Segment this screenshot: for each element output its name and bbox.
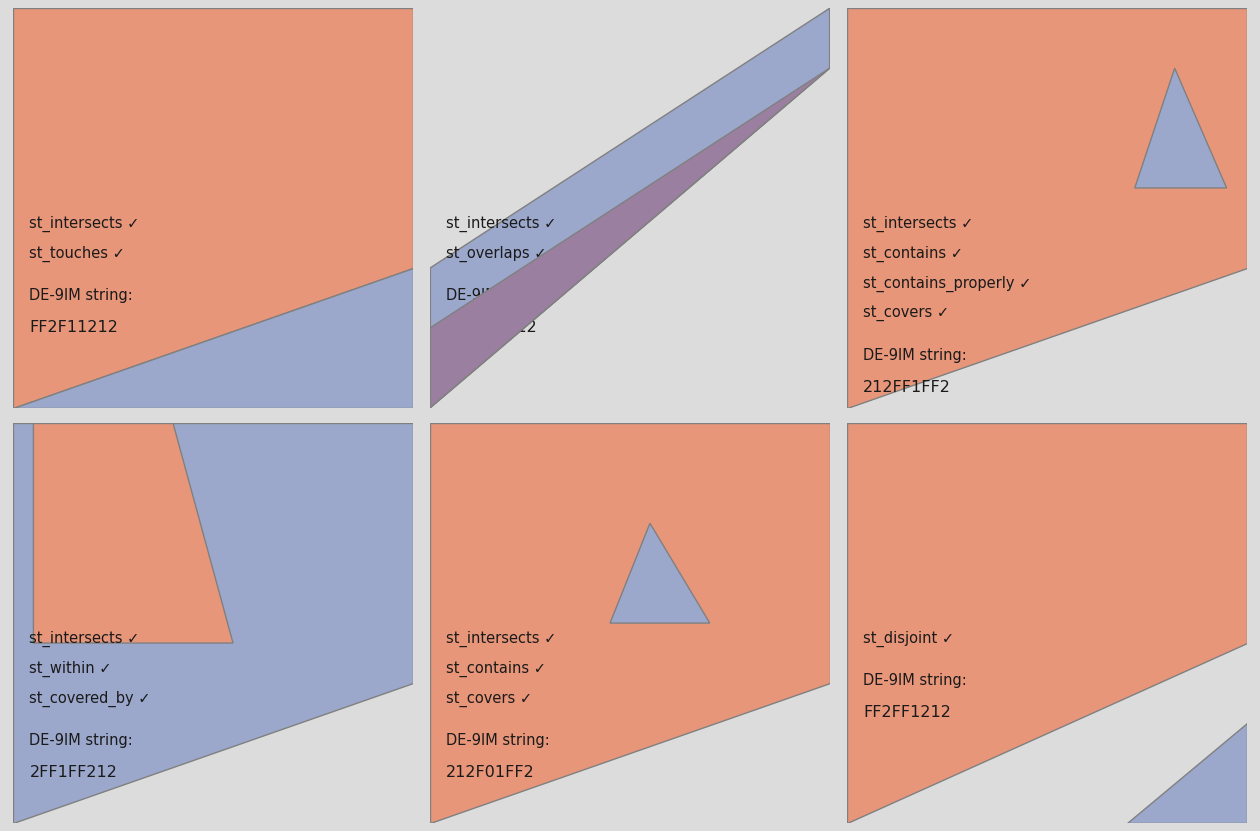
Polygon shape <box>847 8 1246 407</box>
Text: 2FF1FF212: 2FF1FF212 <box>29 765 117 779</box>
Text: DE-9IM string:: DE-9IM string: <box>863 673 968 688</box>
Text: DE-9IM string:: DE-9IM string: <box>29 288 134 302</box>
Text: st_intersects ✓: st_intersects ✓ <box>446 631 557 647</box>
Text: st_intersects ✓: st_intersects ✓ <box>446 216 557 232</box>
Polygon shape <box>14 268 413 407</box>
Text: FF2F11212: FF2F11212 <box>29 320 118 335</box>
Polygon shape <box>1126 723 1246 823</box>
Polygon shape <box>431 8 829 407</box>
Text: 212F01FF2: 212F01FF2 <box>446 765 536 779</box>
Polygon shape <box>431 8 829 407</box>
Text: st_touches ✓: st_touches ✓ <box>29 246 125 262</box>
Text: DE-9IM string:: DE-9IM string: <box>446 288 551 302</box>
Polygon shape <box>431 424 829 823</box>
Text: FF2FF1212: FF2FF1212 <box>863 705 951 720</box>
Polygon shape <box>610 524 709 623</box>
Text: DE-9IM string:: DE-9IM string: <box>446 733 551 748</box>
Polygon shape <box>14 8 413 407</box>
Text: st_contains ✓: st_contains ✓ <box>446 661 547 677</box>
Text: DE-9IM string:: DE-9IM string: <box>863 347 968 362</box>
Text: st_covered_by ✓: st_covered_by ✓ <box>29 691 151 707</box>
Text: st_disjoint ✓: st_disjoint ✓ <box>863 631 954 647</box>
Polygon shape <box>431 68 829 407</box>
Text: st_intersects ✓: st_intersects ✓ <box>29 631 140 647</box>
Text: st_intersects ✓: st_intersects ✓ <box>863 216 974 232</box>
Polygon shape <box>34 424 233 643</box>
Text: st_within ✓: st_within ✓ <box>29 661 112 677</box>
Polygon shape <box>14 424 413 823</box>
Polygon shape <box>1135 68 1226 188</box>
Text: st_overlaps ✓: st_overlaps ✓ <box>446 246 547 262</box>
Text: 212111212: 212111212 <box>446 320 538 335</box>
Polygon shape <box>847 424 1246 823</box>
Text: st_contains ✓: st_contains ✓ <box>863 246 964 262</box>
Text: st_covers ✓: st_covers ✓ <box>446 691 533 706</box>
Text: 212FF1FF2: 212FF1FF2 <box>863 380 951 395</box>
Text: DE-9IM string:: DE-9IM string: <box>29 733 134 748</box>
Text: st_intersects ✓: st_intersects ✓ <box>29 216 140 232</box>
Text: st_contains_properly ✓: st_contains_properly ✓ <box>863 276 1032 292</box>
Text: st_covers ✓: st_covers ✓ <box>863 306 950 322</box>
